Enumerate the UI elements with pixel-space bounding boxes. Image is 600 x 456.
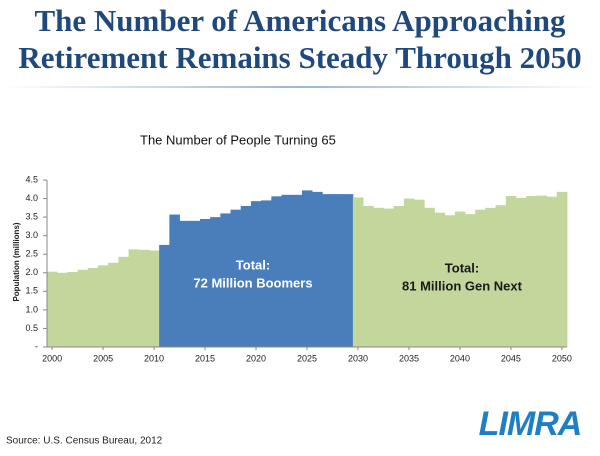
annotation: 81 Million Gen Next — [402, 278, 523, 293]
x-tick-label: 2020 — [246, 353, 266, 363]
bar — [210, 217, 221, 347]
bar — [475, 209, 486, 347]
y-tick-label: 2.0 — [25, 267, 38, 277]
bar — [271, 196, 282, 347]
bar — [250, 201, 262, 347]
y-tick-label: - — [35, 341, 38, 351]
bar — [465, 214, 476, 347]
title: The Number of Americans Approaching — [34, 3, 566, 38]
bar — [179, 220, 191, 347]
bar — [67, 272, 78, 347]
rule — [0, 86, 600, 88]
bar — [434, 212, 446, 347]
bar — [505, 195, 517, 347]
y-tick-label: 2.5 — [25, 249, 38, 259]
bar — [403, 198, 415, 347]
bar — [291, 194, 303, 347]
bar — [118, 256, 129, 347]
bar — [57, 272, 68, 347]
x-tick-label: 2010 — [144, 353, 164, 363]
bar — [108, 262, 119, 347]
bar — [373, 207, 384, 347]
bar — [342, 194, 354, 347]
x-tick-label: 2030 — [348, 353, 368, 363]
title: Retirement Remains Steady Through 2050 — [18, 40, 581, 75]
bar — [526, 195, 537, 347]
bar — [159, 244, 170, 347]
bar — [363, 205, 374, 347]
bar — [87, 267, 99, 347]
bar — [220, 213, 231, 347]
bar — [148, 250, 160, 347]
y-tick-label: 0.5 — [25, 323, 38, 333]
bar — [261, 200, 272, 347]
bar — [199, 218, 211, 347]
y-axis-label: Population (millions) — [12, 222, 21, 301]
bar — [516, 197, 527, 347]
bar — [332, 194, 344, 347]
x-tick-label: 2050 — [552, 353, 572, 363]
bar — [169, 214, 180, 347]
bar — [454, 211, 466, 347]
x-tick-label: 2035 — [399, 353, 419, 363]
x-tick-label: 2040 — [450, 353, 470, 363]
bar — [138, 249, 150, 347]
annotation: Total: — [236, 257, 270, 272]
y-tick-label: 3.0 — [25, 230, 38, 240]
x-tick-label: 2015 — [195, 353, 215, 363]
bar — [414, 199, 425, 347]
bar — [546, 196, 558, 347]
y-tick-label: 4.5 — [25, 174, 38, 184]
bar — [47, 271, 58, 347]
bar — [128, 249, 140, 347]
bar — [322, 194, 333, 347]
y-tick-label: 3.5 — [25, 211, 38, 221]
bar — [77, 269, 89, 347]
bar — [189, 220, 201, 347]
bar — [485, 207, 497, 347]
bar — [97, 265, 109, 347]
bar — [240, 205, 252, 347]
x-tick-label: 2045 — [501, 353, 521, 363]
bar — [383, 208, 395, 347]
y-tick-label: 1.5 — [25, 286, 38, 296]
y-tick-label: 4.0 — [25, 193, 38, 203]
bar — [301, 190, 313, 347]
bar — [495, 205, 507, 347]
chart-title: The Number of People Turning 65 — [140, 132, 336, 147]
bar — [352, 197, 364, 347]
bar — [393, 205, 405, 347]
bar — [312, 191, 323, 347]
bar — [230, 209, 242, 347]
source: Source: U.S. Census Bureau, 2012 — [6, 436, 163, 447]
bar — [556, 191, 568, 347]
x-tick-label: 2025 — [297, 353, 317, 363]
bar — [281, 194, 293, 347]
annotation: 72 Million Boomers — [193, 275, 312, 290]
annotation: Total: — [445, 260, 479, 275]
x-tick-label: 2000 — [42, 353, 62, 363]
bar — [444, 215, 456, 347]
y-tick-label: 1.0 — [25, 304, 38, 314]
bar — [536, 195, 548, 347]
x-tick-label: 2005 — [93, 353, 113, 363]
bar — [424, 207, 435, 347]
logo: LIMRA — [479, 405, 582, 443]
